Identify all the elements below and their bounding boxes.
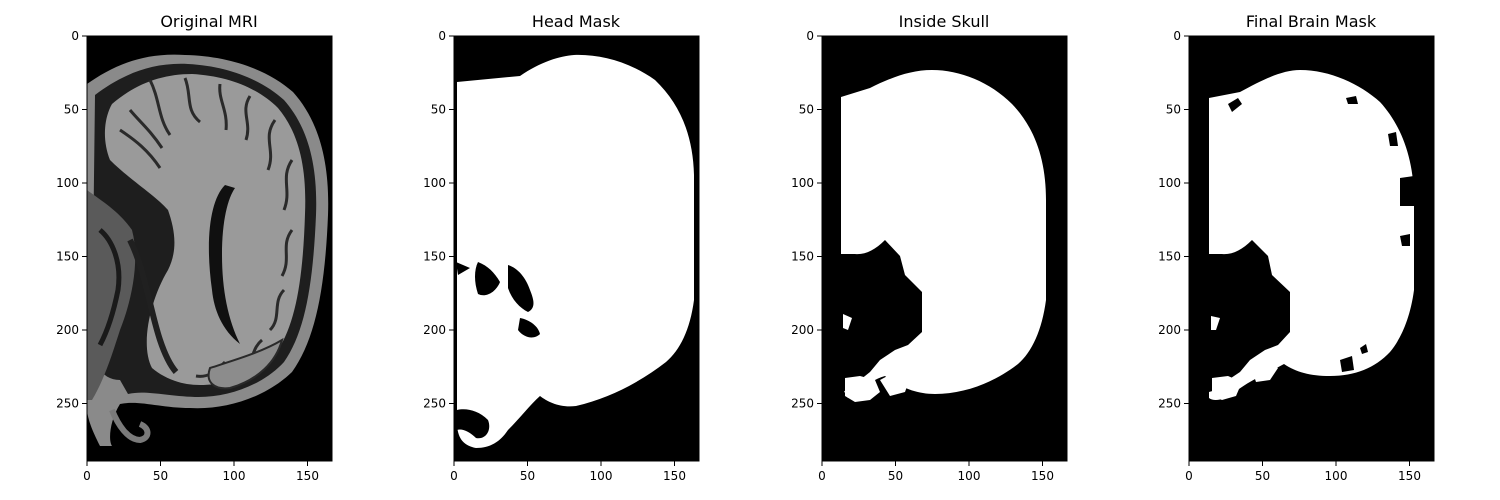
y-tick-label: 0 [438, 29, 446, 43]
axes-panel-1: 0 50 100 150 0 50 100 150 200 250 [56, 29, 333, 483]
y-tick-label: 250 [423, 397, 446, 411]
x-tick-label: 150 [663, 469, 686, 483]
panel-final-brain-mask: Final Brain Mask [1189, 12, 1434, 461]
axes-frame [821, 35, 1068, 462]
axes-frame [86, 35, 333, 462]
y-tick-label: 100 [791, 176, 814, 190]
x-tick-label: 100 [1325, 469, 1348, 483]
x-tick-label: 50 [153, 469, 168, 483]
x-tick-label: 0 [818, 469, 826, 483]
panel-title: Inside Skull [899, 12, 990, 31]
y-tick-label: 0 [71, 29, 79, 43]
y-tick-label: 150 [1158, 250, 1181, 264]
x-tick-label: 0 [83, 469, 91, 483]
x-tick-label: 150 [1398, 469, 1421, 483]
y-tick-label: 50 [799, 103, 814, 117]
y-tick-label: 100 [423, 176, 446, 190]
x-tick-label: 100 [590, 469, 613, 483]
y-tick-label: 0 [806, 29, 814, 43]
y-tick-label: 150 [423, 250, 446, 264]
panel-title: Head Mask [532, 12, 621, 31]
axes-frame [453, 35, 700, 462]
axes-panel-4: 0 50 100 150 0 50 100 150 200 250 [1158, 29, 1435, 483]
y-tick-label: 150 [56, 250, 79, 264]
y-tick-label: 250 [56, 397, 79, 411]
x-tick-label: 150 [296, 469, 319, 483]
panel-title: Final Brain Mask [1246, 12, 1377, 31]
x-tick-label: 0 [450, 469, 458, 483]
axes-panel-2: 0 50 100 150 0 50 100 150 200 250 [423, 29, 700, 483]
y-tick-label: 0 [1173, 29, 1181, 43]
axes-layer: 0 50 100 150 0 50 100 150 200 250 0 50 100 150 0 50 100 1… [56, 29, 1435, 483]
y-tick-label: 200 [423, 323, 446, 337]
y-tick-label: 50 [431, 103, 446, 117]
x-tick-label: 150 [1031, 469, 1054, 483]
x-tick-label: 50 [1255, 469, 1270, 483]
x-tick-label: 0 [1185, 469, 1193, 483]
inside-skull-image [841, 70, 1046, 402]
y-tick-label: 50 [64, 103, 79, 117]
y-tick-label: 200 [791, 323, 814, 337]
y-tick-label: 200 [1158, 323, 1181, 337]
axes-panel-3: 0 50 100 150 0 50 100 150 200 250 [791, 29, 1068, 483]
panel-head-mask: Head Mask [454, 12, 699, 461]
x-tick-label: 100 [958, 469, 981, 483]
y-tick-label: 50 [1166, 103, 1181, 117]
axes-frame [1188, 35, 1435, 462]
panel-inside-skull: Inside Skull [822, 12, 1067, 461]
mri-image [87, 54, 329, 446]
panel-original-mri: Original MRI [87, 12, 332, 461]
x-tick-label: 50 [888, 469, 903, 483]
x-tick-label: 100 [223, 469, 246, 483]
y-tick-label: 200 [56, 323, 79, 337]
y-tick-label: 150 [791, 250, 814, 264]
head-mask-image [454, 36, 694, 461]
y-tick-label: 250 [791, 397, 814, 411]
panel-title: Original MRI [160, 12, 257, 31]
y-tick-label: 100 [1158, 176, 1181, 190]
final-brain-mask-image [1209, 70, 1414, 400]
y-tick-label: 250 [1158, 397, 1181, 411]
x-tick-label: 50 [520, 469, 535, 483]
y-tick-label: 100 [56, 176, 79, 190]
